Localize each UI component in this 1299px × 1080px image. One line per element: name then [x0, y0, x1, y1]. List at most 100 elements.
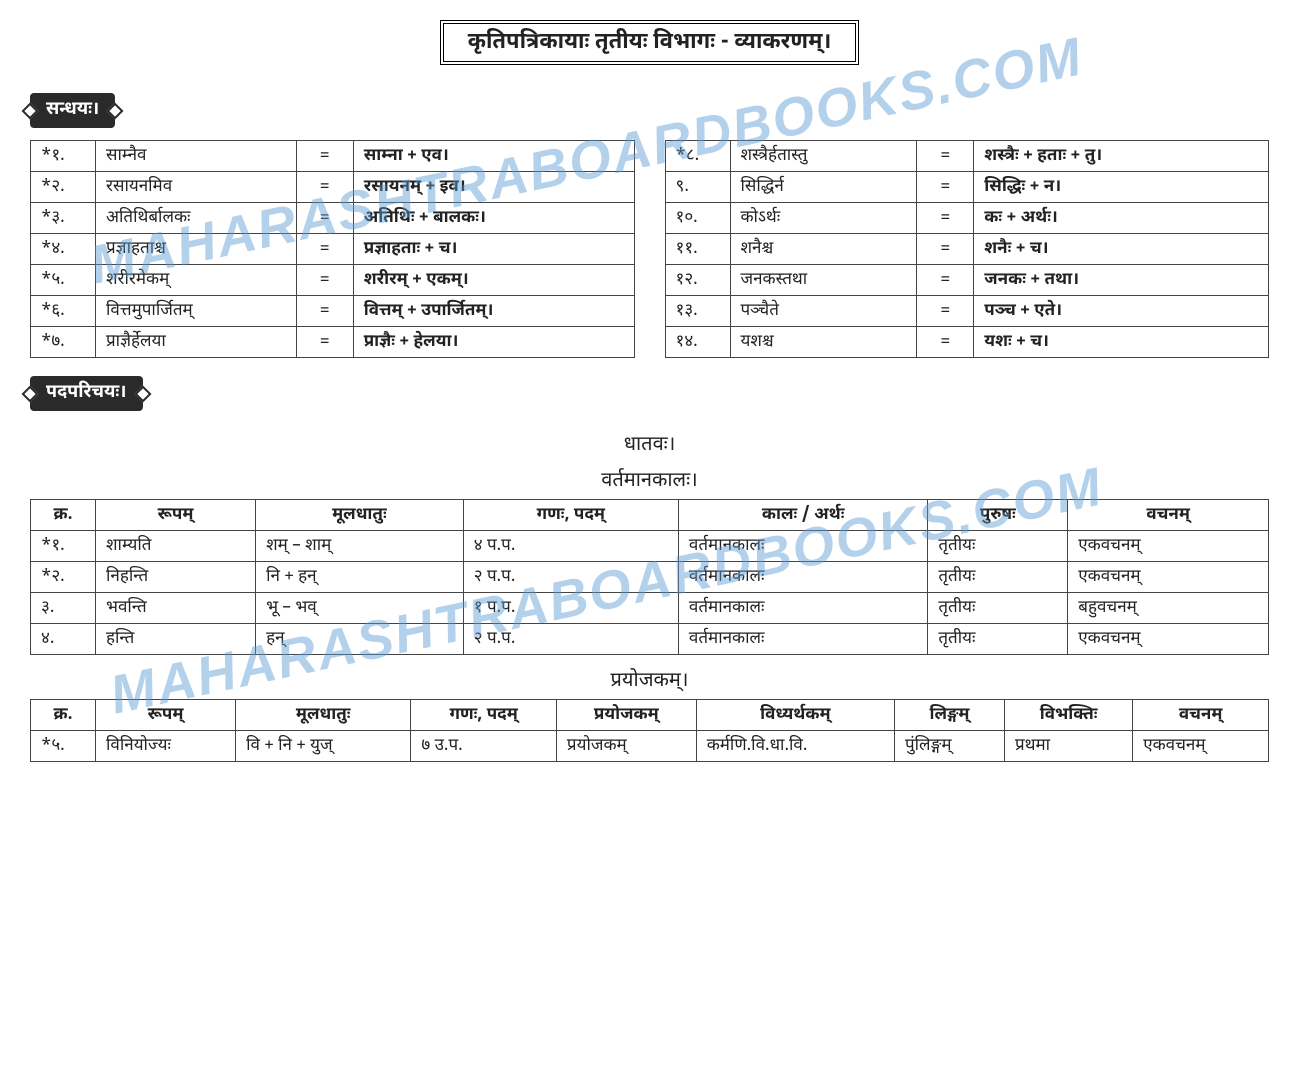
sandhi-word: कोऽर्थः — [730, 203, 917, 234]
cell: तृतीयः — [928, 593, 1068, 624]
cell: भू – भव् — [256, 593, 464, 624]
row-number: *३. — [31, 203, 96, 234]
cell: नि + हन् — [256, 562, 464, 593]
equals-sign: = — [296, 265, 353, 296]
sandhi-split: यशः + च। — [974, 327, 1269, 358]
sandhi-split: शस्त्रैः + हताः + तु। — [974, 141, 1269, 172]
table-row: *७.प्राज्ञैर्हेलया=प्राज्ञैः + हेलया। — [31, 327, 635, 358]
sandhi-word: जनकस्तथा — [730, 265, 917, 296]
cell: २ प.प. — [463, 562, 678, 593]
row-number: ९. — [665, 172, 730, 203]
sandhi-split: सिद्धिः + न। — [974, 172, 1269, 203]
table-row: *१.शाम्यतिशम् – शाम्४ प.प.वर्तमानकालःतृत… — [31, 531, 1269, 562]
cell: हन् — [256, 624, 464, 655]
cell: तृतीयः — [928, 531, 1068, 562]
table-row: *२.रसायनमिव=रसायनम् + इव। — [31, 172, 635, 203]
table-row: *३.अतिथिर्बालकः=अतिथिः + बालकः। — [31, 203, 635, 234]
sandhi-word: वित्तमुपार्जितम् — [96, 296, 297, 327]
row-number: *१. — [31, 141, 96, 172]
column-header: रूपम् — [96, 700, 236, 731]
table-row: *२.निहन्तिनि + हन्२ प.प.वर्तमानकालःतृतीय… — [31, 562, 1269, 593]
column-header: वचनम् — [1068, 500, 1269, 531]
equals-sign: = — [917, 141, 974, 172]
sandhi-split: प्रज्ञाहताः + च। — [353, 234, 634, 265]
row-number: *२. — [31, 172, 96, 203]
cell: तृतीयः — [928, 562, 1068, 593]
verb-table: क्र.रूपम्मूलधातुःगणः, पदम्कालः / अर्थःपु… — [30, 499, 1269, 655]
cell: वर्तमानकालः — [678, 562, 927, 593]
column-header: क्र. — [31, 500, 96, 531]
cell: पुंलिङ्गम् — [895, 731, 1005, 762]
sandhi-split: रसायनम् + इव। — [353, 172, 634, 203]
cell: कर्मणि.वि.धा.वि. — [696, 731, 894, 762]
equals-sign: = — [296, 141, 353, 172]
sandhi-word: साम्नैव — [96, 141, 297, 172]
section-sandhi-label: सन्धयः। — [30, 93, 115, 128]
table-row: ११.शनैश्च=शनैः + च। — [665, 234, 1269, 265]
column-header: प्रयोजकम् — [556, 700, 696, 731]
table-row: ४.हन्तिहन्२ प.प.वर्तमानकालःतृतीयःएकवचनम् — [31, 624, 1269, 655]
row-number: १०. — [665, 203, 730, 234]
sandhi-word: यशश्च — [730, 327, 917, 358]
cell: प्रथमा — [1004, 731, 1132, 762]
cell: एकवचनम् — [1068, 531, 1269, 562]
column-header: लिङ्गम् — [895, 700, 1005, 731]
table-row: ३.भवन्तिभू – भव्१ प.प.वर्तमानकालःतृतीयःब… — [31, 593, 1269, 624]
equals-sign: = — [296, 234, 353, 265]
sandhi-word: प्रज्ञाहताश्च — [96, 234, 297, 265]
sandhi-split: अतिथिः + बालकः। — [353, 203, 634, 234]
sandhi-word: शरीरमेकम् — [96, 265, 297, 296]
table-row: *६.वित्तमुपार्जितम्=वित्तम् + उपार्जितम्… — [31, 296, 635, 327]
column-header: वचनम् — [1133, 700, 1269, 731]
cell: ४. — [31, 624, 96, 655]
column-header: मूलधातुः — [236, 700, 411, 731]
sandhi-split: प्राज्ञैः + हेलया। — [353, 327, 634, 358]
sandhi-split: साम्ना + एव। — [353, 141, 634, 172]
cell: बहुवचनम् — [1068, 593, 1269, 624]
column-header: गणः, पदम् — [463, 500, 678, 531]
cell: वि + नि + युज् — [236, 731, 411, 762]
equals-sign: = — [296, 203, 353, 234]
sandhi-table-right: *८.शस्त्रैर्हतास्तु=शस्त्रैः + हताः + तु… — [665, 140, 1270, 358]
cell: शाम्यति — [96, 531, 256, 562]
sandhi-split: शरीरम् + एकम्। — [353, 265, 634, 296]
sandhi-table-left: *१.साम्नैव=साम्ना + एव।*२.रसायनमिव=रसायन… — [30, 140, 635, 358]
cell: १ प.प. — [463, 593, 678, 624]
table-row: १३.पञ्चैते=पञ्च + एते। — [665, 296, 1269, 327]
column-header: गणः, पदम् — [411, 700, 557, 731]
column-header: क्र. — [31, 700, 96, 731]
subheading-prayojakam: प्रयोजकम्। — [30, 669, 1269, 695]
cell: वर्तमानकालः — [678, 531, 927, 562]
row-number: *८. — [665, 141, 730, 172]
cell: प्रयोजकम् — [556, 731, 696, 762]
column-header: पुरुषः — [928, 500, 1068, 531]
cell: हन्ति — [96, 624, 256, 655]
cell: तृतीयः — [928, 624, 1068, 655]
table-row: १२.जनकस्तथा=जनकः + तथा। — [665, 265, 1269, 296]
cell: वर्तमानकालः — [678, 593, 927, 624]
sandhi-split: कः + अर्थः। — [974, 203, 1269, 234]
row-number: *७. — [31, 327, 96, 358]
table-row: *४.प्रज्ञाहताश्च=प्रज्ञाहताः + च। — [31, 234, 635, 265]
cell: भवन्ति — [96, 593, 256, 624]
cell: एकवचनम् — [1068, 562, 1269, 593]
table-row: *५.शरीरमेकम्=शरीरम् + एकम्। — [31, 265, 635, 296]
section-padaparichaya-label: पदपरिचयः। — [30, 376, 143, 411]
table-row: १०.कोऽर्थः=कः + अर्थः। — [665, 203, 1269, 234]
cell: वर्तमानकालः — [678, 624, 927, 655]
sandhi-split: पञ्च + एते। — [974, 296, 1269, 327]
cell: निहन्ति — [96, 562, 256, 593]
row-number: १२. — [665, 265, 730, 296]
row-number: १४. — [665, 327, 730, 358]
table-row: १४.यशश्च=यशः + च। — [665, 327, 1269, 358]
cell: एकवचनम् — [1068, 624, 1269, 655]
cell: २ प.प. — [463, 624, 678, 655]
cell: ४ प.प. — [463, 531, 678, 562]
cell: विनियोज्यः — [96, 731, 236, 762]
sandhi-word: शस्त्रैर्हतास्तु — [730, 141, 917, 172]
table-row: *१.साम्नैव=साम्ना + एव। — [31, 141, 635, 172]
sandhi-split: वित्तम् + उपार्जितम्। — [353, 296, 634, 327]
cell: *५. — [31, 731, 96, 762]
subheading-dhatavah: धातवः। — [30, 433, 1269, 459]
cell: एकवचनम् — [1133, 731, 1269, 762]
